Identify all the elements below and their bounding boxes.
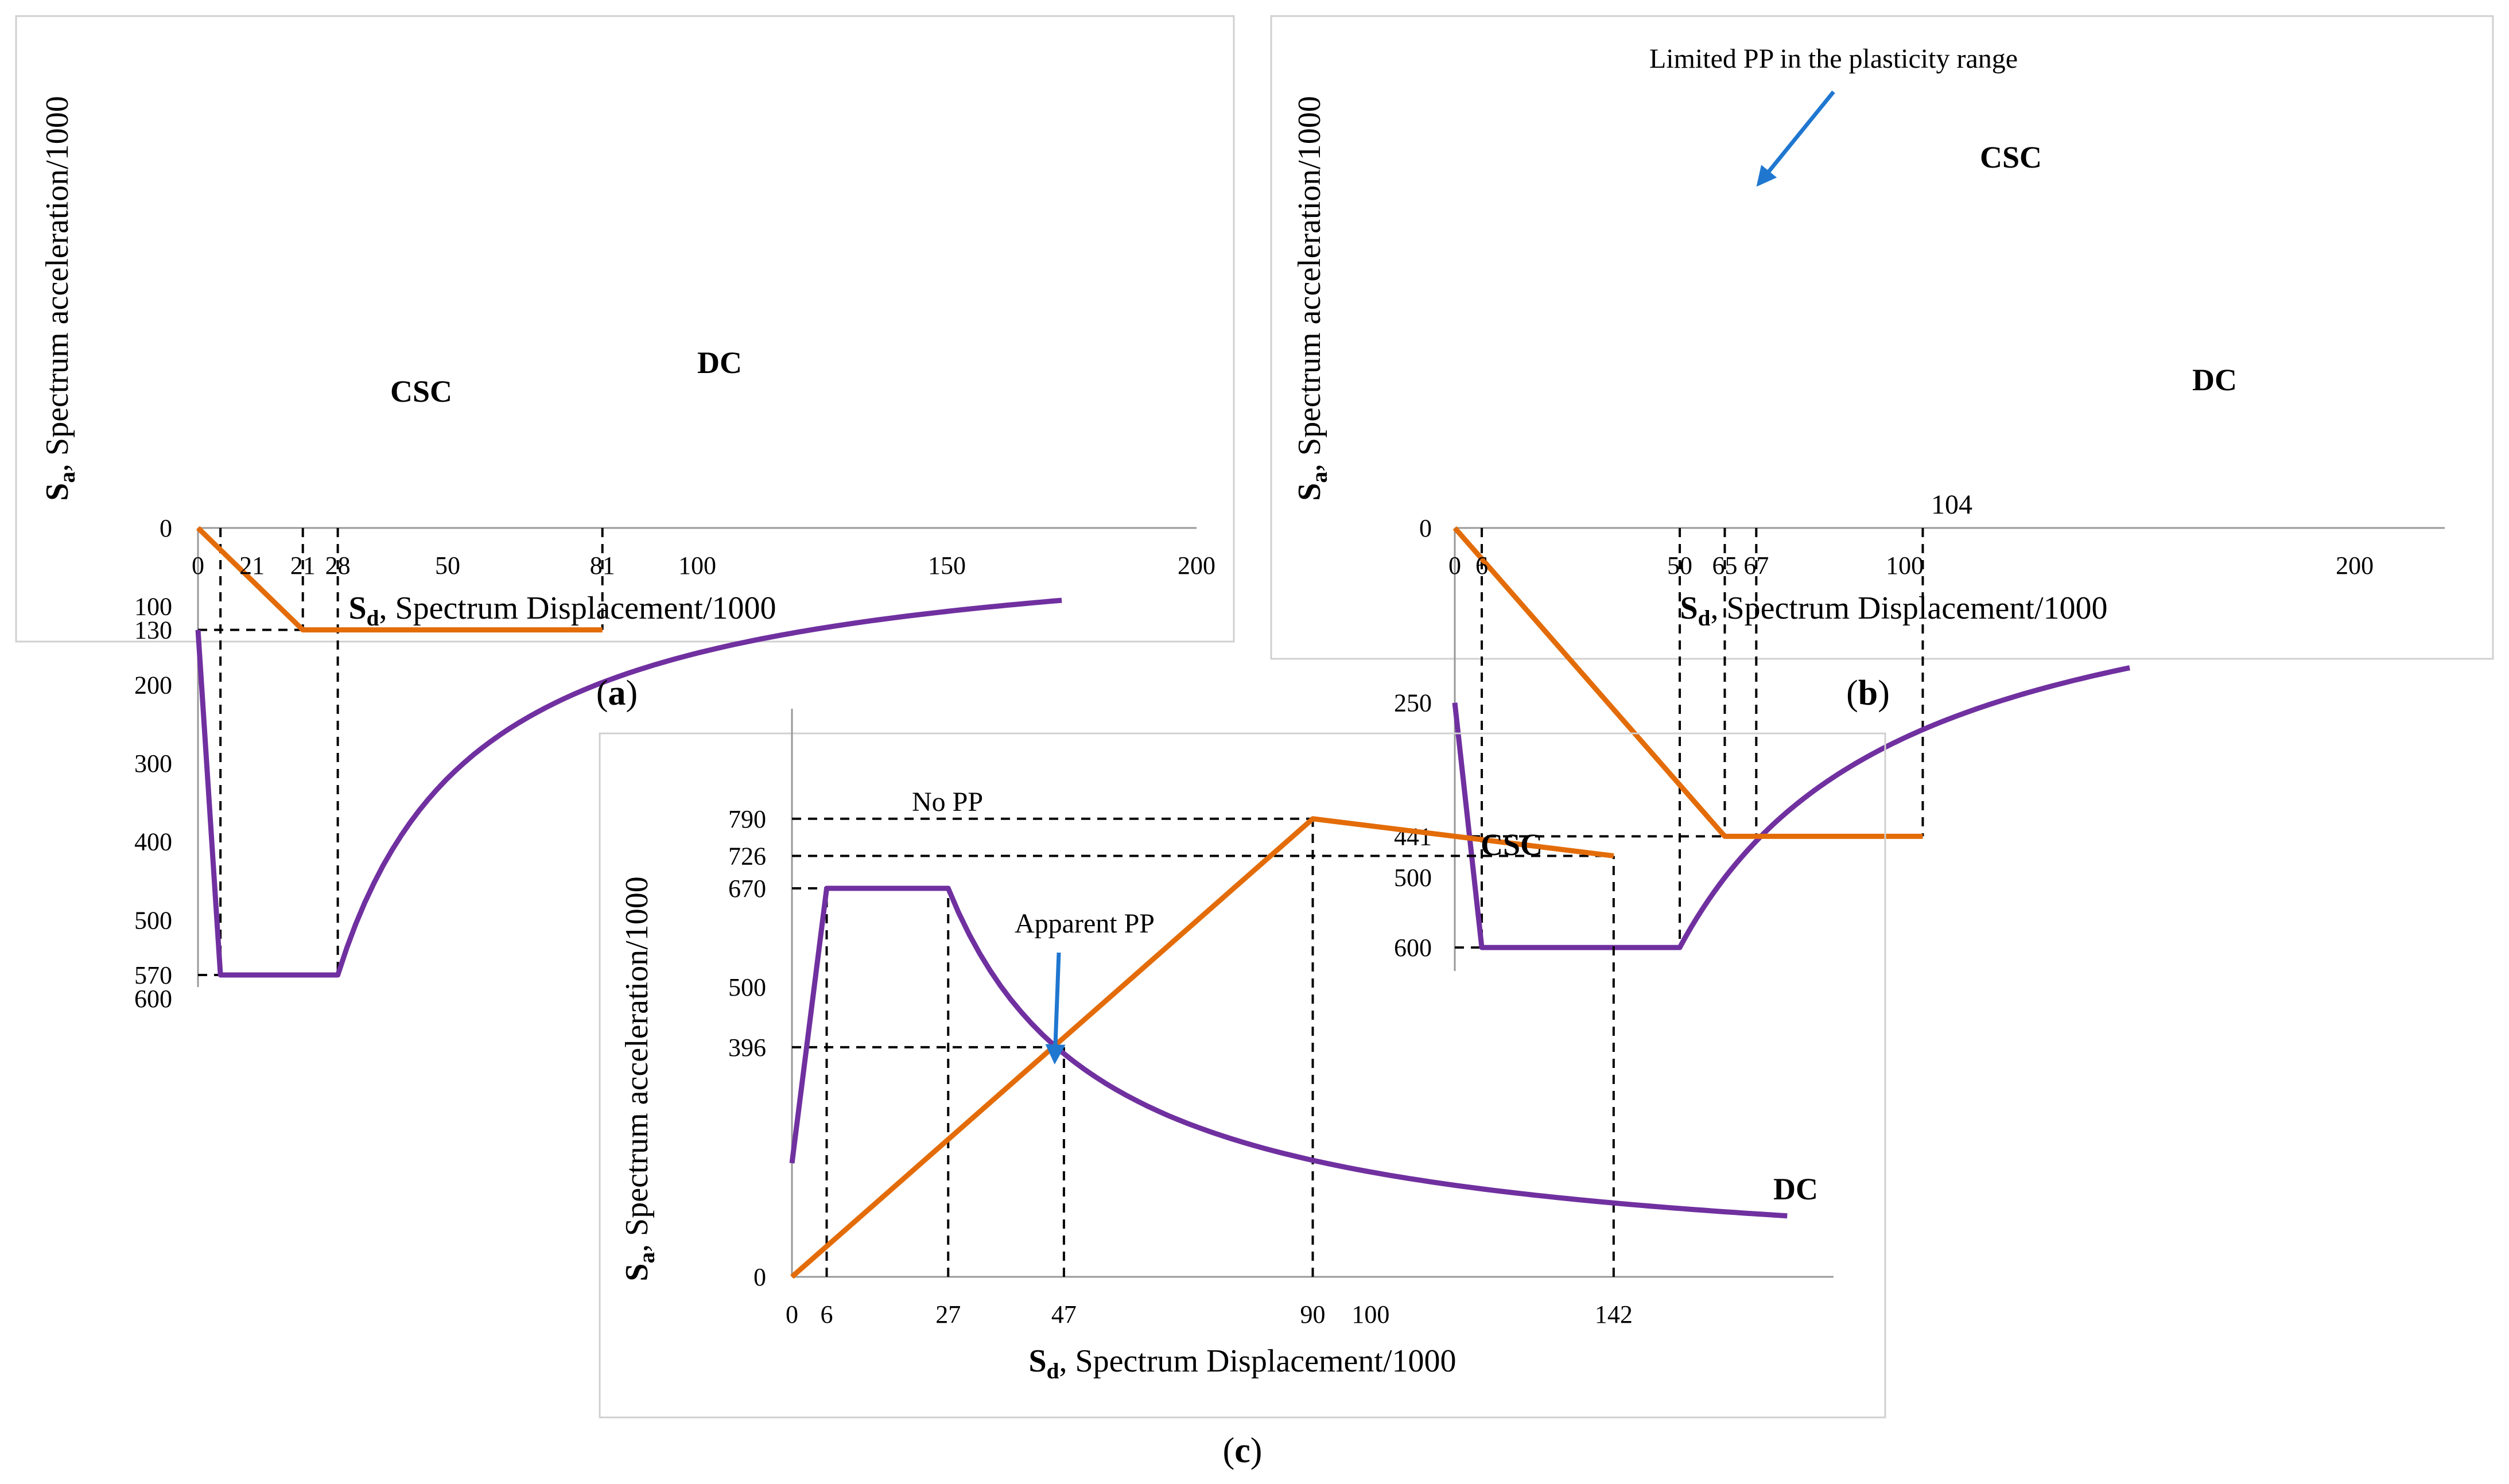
y-tick-label: 600 [134,985,172,1013]
x-tick-label: 200 [2336,551,2374,580]
series-label-csc: CSC [1980,140,2042,174]
series-line-dc [789,885,1788,1219]
y-tick-label: 670 [728,875,766,903]
panel-frame [599,732,1886,1419]
y-tick-label: 500 [1394,864,1432,892]
y-tick-label: 130 [134,616,172,644]
series-label-csc: CSC [1481,828,1543,862]
y-tick-label: 0 [1419,514,1432,542]
y-tick-label: 600 [1394,934,1432,962]
x-tick-label: 65 [1712,551,1737,580]
x-axis-title: Sd, Spectrum Displacement/1000 [348,591,776,631]
annotation-arrow [1045,952,1066,1065]
x-tick-label: 100 [1351,1300,1389,1328]
x-tick-label: 142 [1595,1300,1633,1328]
y-tick-label: 300 [134,749,172,778]
annotation-text: Apparent PP [1015,908,1155,939]
x-tick-label: 21 [290,551,316,580]
x-tick-label: 0 [786,1300,798,1328]
annotation-text: No PP [912,787,983,817]
panel-label: (c) [1223,1431,1263,1470]
x-tick-label: 200 [1178,551,1215,580]
x-tick-label: 150 [928,551,966,580]
y-axis-title: Sa, Spectrum acceleration/1000 [1292,96,1332,500]
y-tick-label: 0 [160,514,172,542]
y-tick-label: 200 [134,671,172,699]
panel-label: (b) [1846,674,1890,713]
x-axis-title: Sd, Spectrum Displacement/1000 [1028,1343,1456,1384]
series-line-csc [1452,526,1923,839]
x-tick-label: 0 [1448,551,1461,580]
x-tick-label: 100 [1886,551,1924,580]
annotation-arrow [1756,90,1835,187]
x-tick-label: 50 [435,551,460,580]
x-tick-label: 81 [590,551,615,580]
x-tick-label: 6 [821,1300,833,1328]
x-tick-label: 0 [192,551,204,580]
y-tick-label: 396 [728,1034,766,1062]
series-line-csc [790,816,1614,1279]
y-tick-label: 570 [134,961,172,989]
series-label-dc: DC [1773,1172,1818,1206]
y-tick-label: 726 [728,842,766,870]
x-tick-label: 47 [1051,1300,1077,1328]
y-tick-label: 500 [728,973,766,1001]
x-tick-label: 90 [1300,1300,1326,1328]
y-axis-title: Sa, Spectrum acceleration/1000 [619,876,659,1281]
y-axis-title: Sa, Spectrum acceleration/1000 [40,96,80,500]
series-label-csc: CSC [390,374,452,409]
series-line-csc [196,526,603,633]
y-tick-label: 441 [1394,822,1432,850]
panel-frame [15,15,1235,643]
y-tick-label: 0 [754,1263,766,1291]
panel-label: (a) [596,674,638,713]
series-label-dc: DC [2192,363,2237,397]
x-tick-label: 6 [1475,551,1488,580]
y-tick-label: 400 [134,828,172,856]
y-tick-label: 100 [134,593,172,621]
x-tick-label: 100 [678,551,716,580]
x-tick-label: 50 [1667,551,1692,580]
series-line-dc [1452,665,2130,950]
x-tick-label: 28 [325,551,351,580]
y-tick-label: 790 [728,805,766,833]
x-tick-label: 21 [239,551,265,580]
panel-frame [1270,15,2494,660]
series-line-dc [195,597,1062,978]
x-tick-label: 27 [935,1300,961,1328]
x-axis-title: Sd, Spectrum Displacement/1000 [1680,591,2107,631]
annotation-text: Limited PP in the plasticity range [1649,44,2018,74]
y-tick-label: 250 [1394,689,1432,717]
y-tick-label: 500 [134,906,172,934]
x-tick-label: 67 [1743,551,1769,580]
series-label-dc: DC [697,345,742,380]
annotation-text: 104 [1931,490,1972,520]
